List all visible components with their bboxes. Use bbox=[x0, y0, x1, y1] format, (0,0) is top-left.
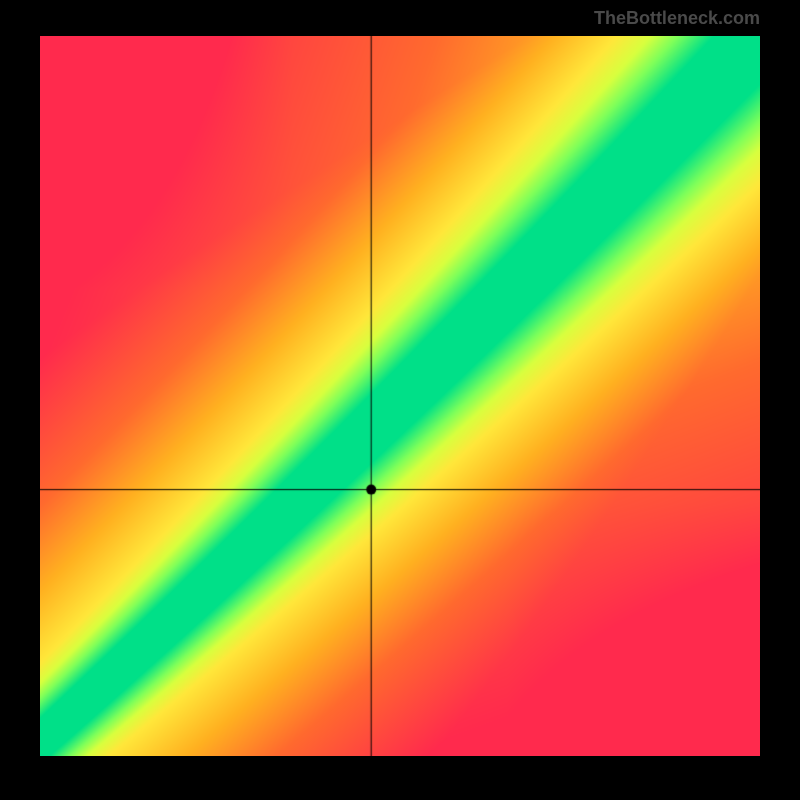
heatmap-plot bbox=[40, 36, 760, 756]
heatmap-canvas bbox=[40, 36, 760, 756]
chart-container: TheBottleneck.com bbox=[0, 0, 800, 800]
watermark-text: TheBottleneck.com bbox=[594, 8, 760, 29]
